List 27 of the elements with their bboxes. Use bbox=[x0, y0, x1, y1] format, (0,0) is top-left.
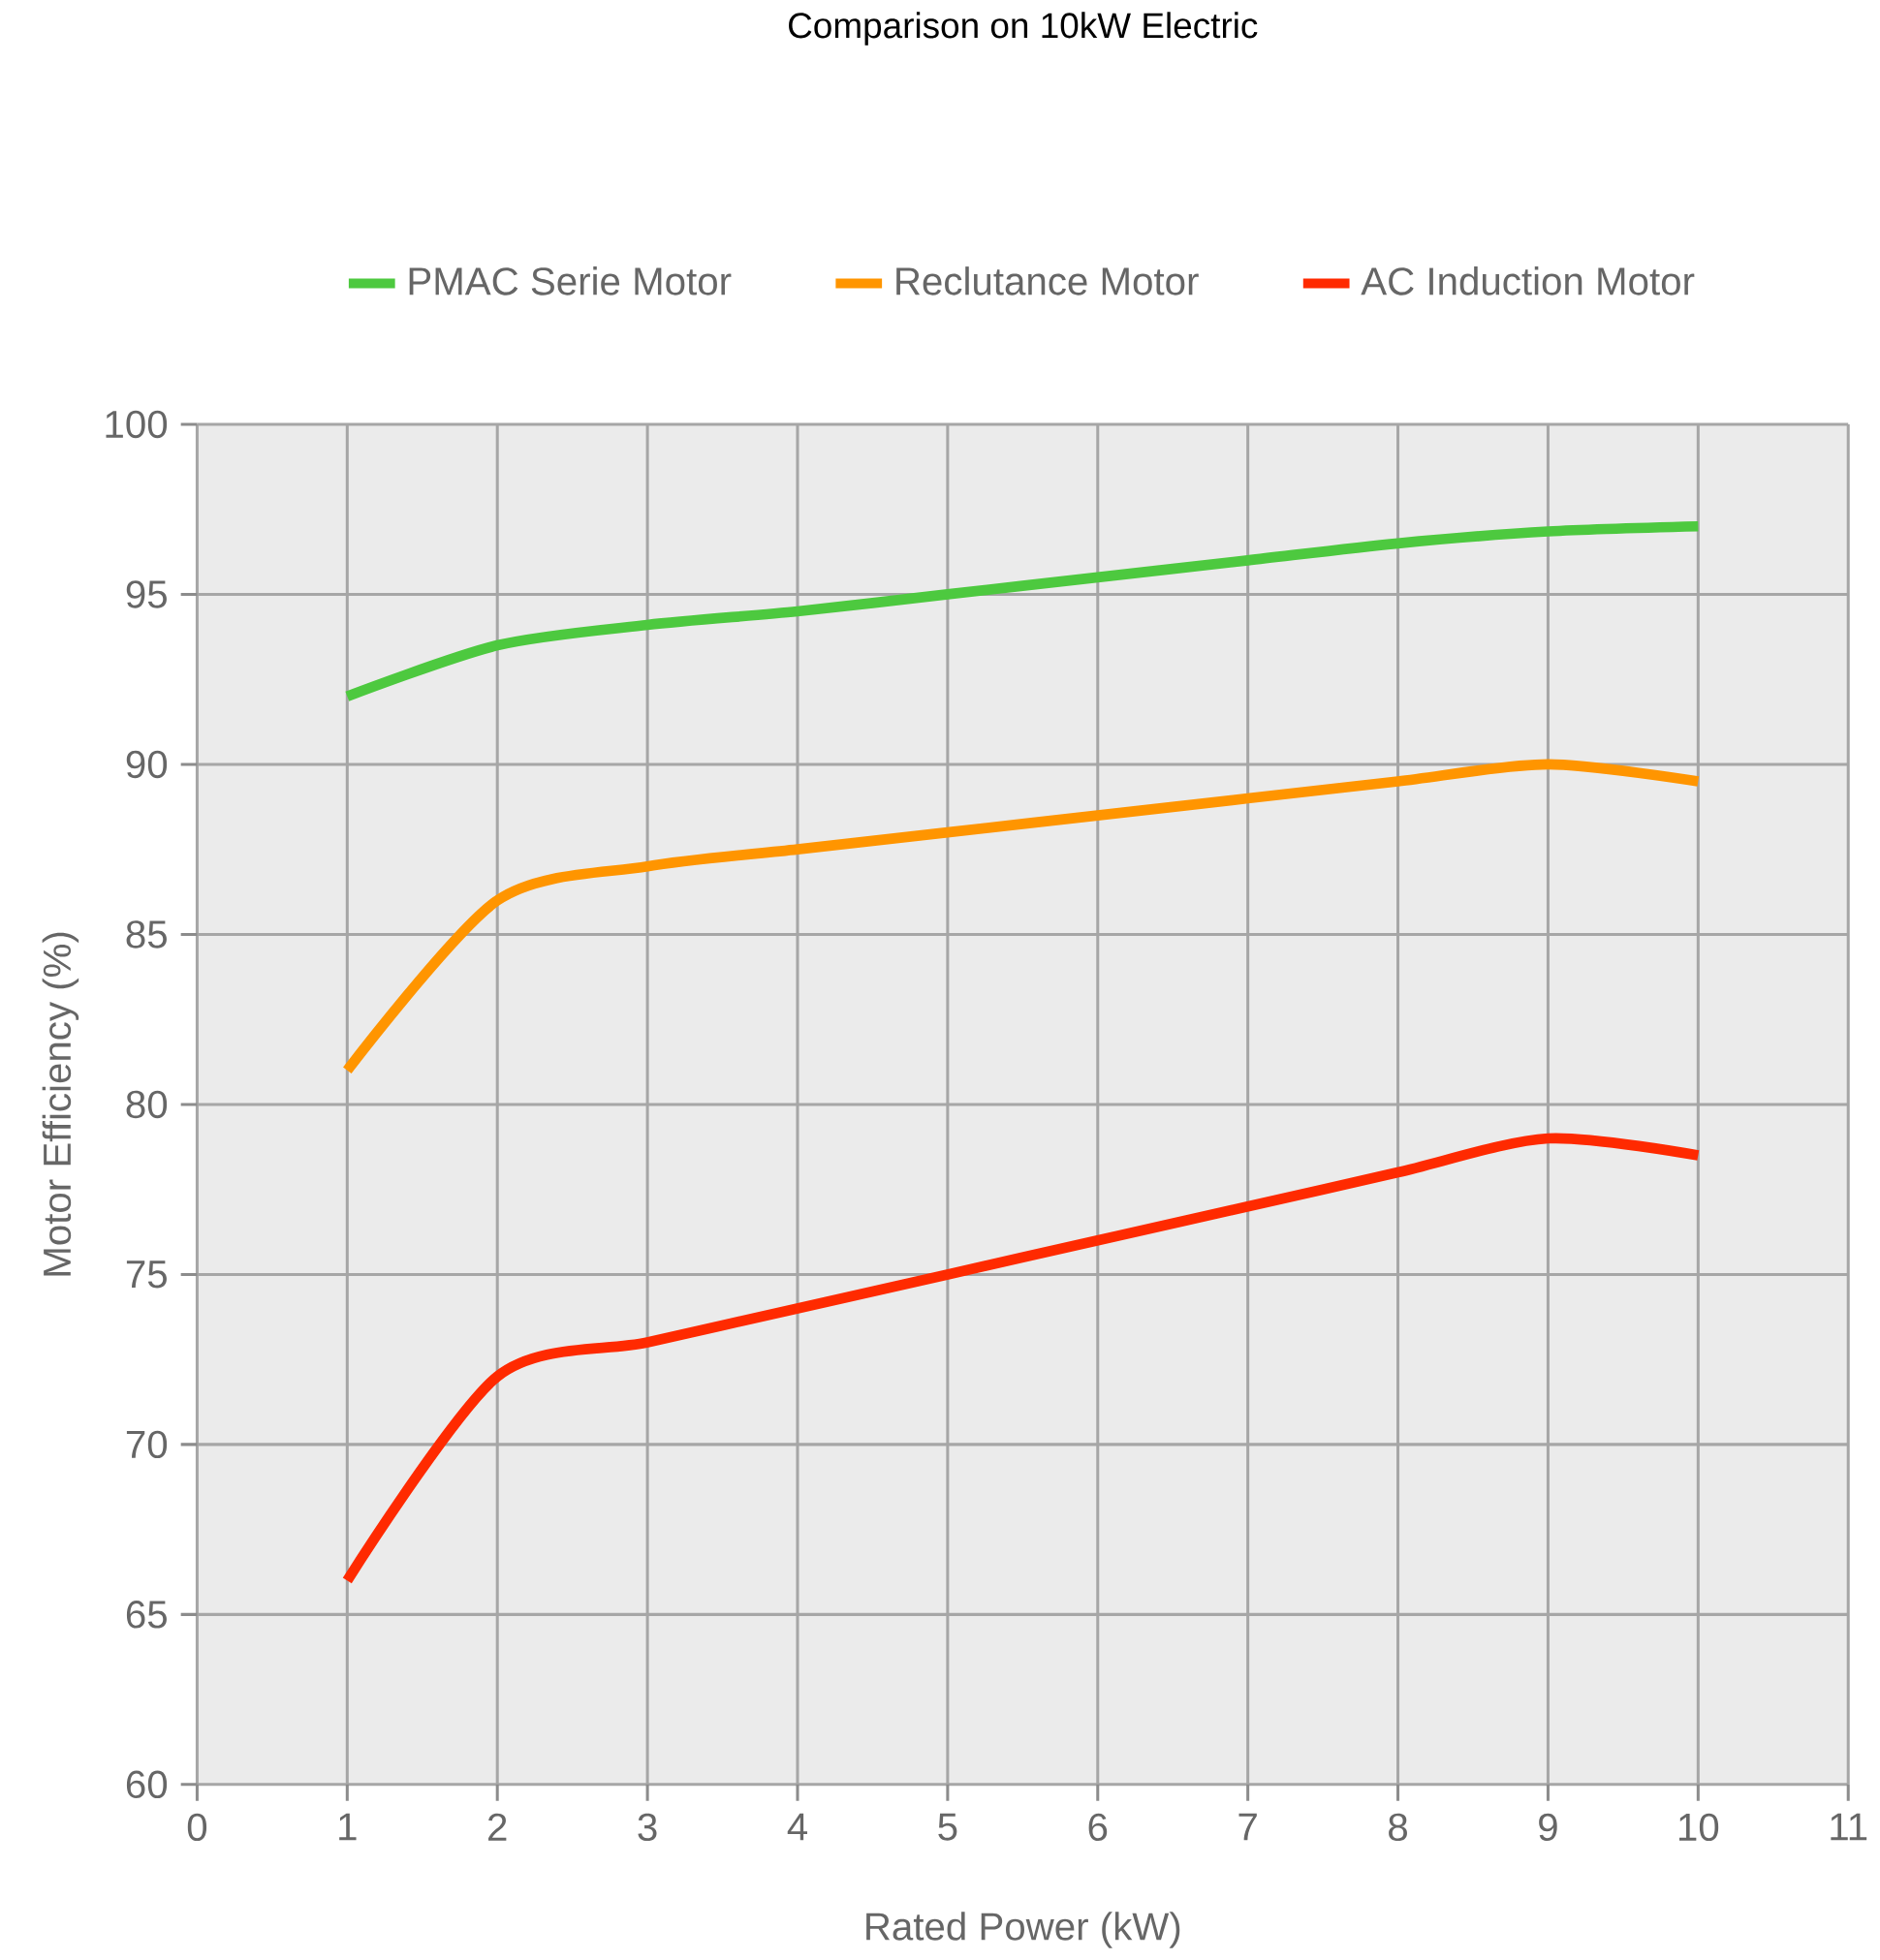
y-tick-label: 65 bbox=[126, 1601, 167, 1629]
y-tick-label: 95 bbox=[126, 580, 167, 608]
x-tick-label: 11 bbox=[1831, 1813, 1866, 1841]
y-tick-label: 80 bbox=[126, 1090, 167, 1119]
y-tick-label: 60 bbox=[126, 1770, 167, 1799]
y-axis-title: Motor Efficiency (%) bbox=[42, 932, 78, 1276]
x-tick-label: 5 bbox=[938, 1813, 957, 1841]
x-tick-label: 2 bbox=[487, 1813, 507, 1841]
y-tick-label: 70 bbox=[126, 1430, 167, 1459]
x-tick-label: 4 bbox=[787, 1813, 807, 1841]
legend-label: AC Induction Motor bbox=[1361, 266, 1695, 296]
y-tick-label: 85 bbox=[126, 920, 167, 949]
y-tick-label: 75 bbox=[126, 1260, 167, 1289]
x-tick-label: 10 bbox=[1678, 1813, 1718, 1842]
x-tick-label: 9 bbox=[1538, 1813, 1557, 1842]
y-tick-label: 100 bbox=[106, 410, 167, 439]
x-tick-label: 7 bbox=[1238, 1813, 1257, 1841]
chart-title: Comparison on 10kW Electric bbox=[788, 12, 1258, 46]
x-tick-label: 1 bbox=[338, 1813, 357, 1841]
legend-label: Reclutance Motor bbox=[895, 266, 1199, 296]
x-tick-label: 3 bbox=[638, 1813, 657, 1842]
x-axis-title: Rated Power (kW) bbox=[865, 1912, 1180, 1948]
x-tick-label: 8 bbox=[1388, 1813, 1407, 1842]
y-tick-label: 90 bbox=[126, 750, 167, 779]
x-tick-label: 6 bbox=[1088, 1813, 1107, 1842]
x-tick-label: 0 bbox=[187, 1813, 206, 1842]
legend-label: PMAC Serie Motor bbox=[409, 266, 732, 296]
